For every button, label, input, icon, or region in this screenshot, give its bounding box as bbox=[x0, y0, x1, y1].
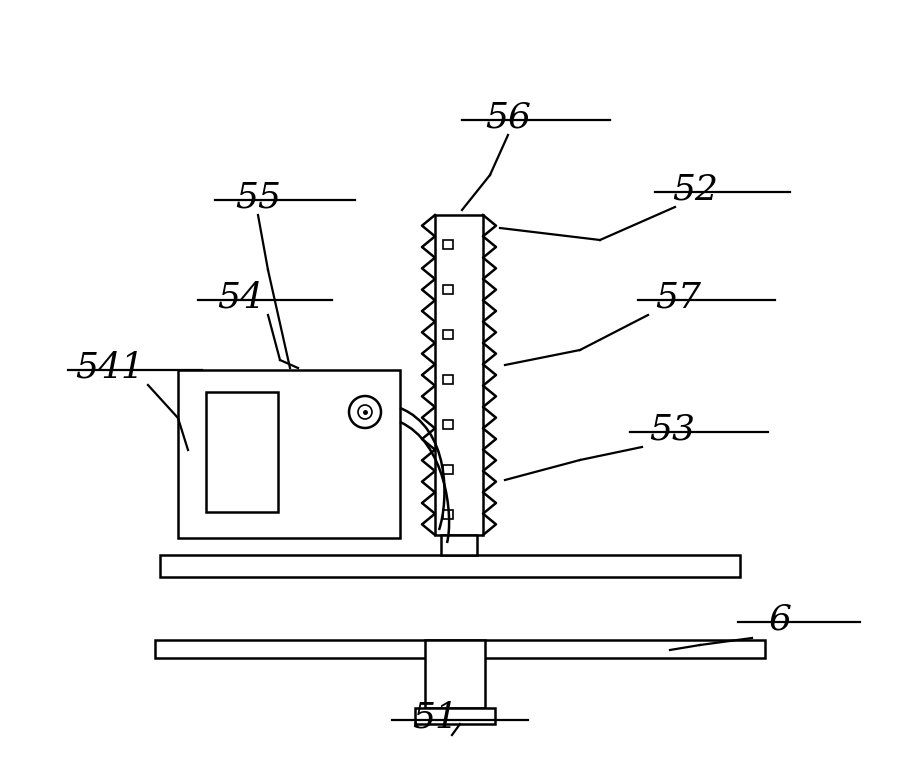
Bar bbox=[435, 215, 483, 535]
Bar bbox=[415, 708, 495, 724]
Text: 54: 54 bbox=[217, 281, 263, 315]
Text: 53: 53 bbox=[649, 413, 695, 447]
Bar bbox=[443, 240, 453, 249]
Bar bbox=[178, 370, 400, 538]
Text: 57: 57 bbox=[655, 281, 701, 315]
Bar bbox=[443, 510, 453, 519]
Bar bbox=[443, 375, 453, 384]
Bar bbox=[443, 465, 453, 474]
Bar bbox=[155, 640, 765, 658]
Text: 51: 51 bbox=[412, 701, 458, 735]
Bar bbox=[206, 392, 278, 512]
Bar bbox=[443, 330, 453, 339]
Text: 52: 52 bbox=[672, 173, 718, 207]
Bar bbox=[160, 555, 740, 577]
Text: 541: 541 bbox=[76, 351, 145, 385]
Bar bbox=[443, 420, 453, 429]
Text: 55: 55 bbox=[235, 181, 281, 215]
Bar bbox=[441, 535, 477, 555]
Text: 56: 56 bbox=[485, 101, 531, 135]
Bar bbox=[443, 285, 453, 294]
Text: 6: 6 bbox=[769, 603, 791, 637]
Bar bbox=[425, 640, 485, 708]
